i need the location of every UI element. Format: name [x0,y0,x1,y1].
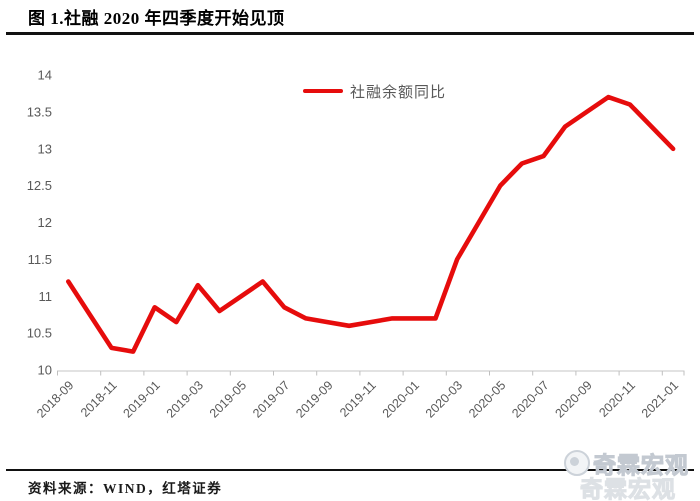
figure-header: 图 1.社融 2020 年四季度开始见顶 [28,8,690,30]
y-tick-label: 10.5 [27,326,52,341]
x-tick-label: 2019-11 [337,378,379,420]
x-tick-label: 2019-03 [164,378,206,420]
x-tick-label: 2020-05 [466,378,508,420]
y-tick-label: 13 [38,141,52,156]
x-tick-label: 2019-07 [250,378,292,420]
y-tick-label: 14 [38,68,52,83]
chart-legend: 社融余额同比 [303,80,446,102]
y-tick-label: 10 [38,363,52,378]
title-divider [6,32,694,35]
figure-title: 图 1.社融 2020 年四季度开始见顶 [28,9,285,28]
x-tick-label: 2019-01 [120,378,162,420]
x-tick-label: 2020-03 [423,378,465,420]
x-tick-label: 2018-11 [78,378,120,420]
series-line [66,94,676,354]
x-tick-label: 2020-11 [596,378,638,420]
y-tick-label: 12.5 [27,178,52,193]
footer-divider [6,469,694,471]
y-tick-label: 13.5 [27,104,52,119]
legend-label: 社融余额同比 [350,83,447,101]
x-tick-label: 2020-01 [380,378,422,420]
y-tick-label: 12 [38,215,52,230]
y-tick-label: 11.5 [28,252,52,267]
x-tick-label: 2019-05 [207,378,249,420]
source-note: 资料来源：WIND，红塔证券 [28,481,223,496]
legend-line-swatch [303,88,343,94]
x-tick-label: 2021-01 [639,378,681,420]
x-tick-label: 2020-09 [552,378,594,420]
x-tick-label: 2018-09 [34,378,76,420]
y-tick-label: 11 [39,289,53,304]
x-tick-label: 2019-09 [293,378,335,420]
x-tick-label: 2020-07 [509,378,551,420]
